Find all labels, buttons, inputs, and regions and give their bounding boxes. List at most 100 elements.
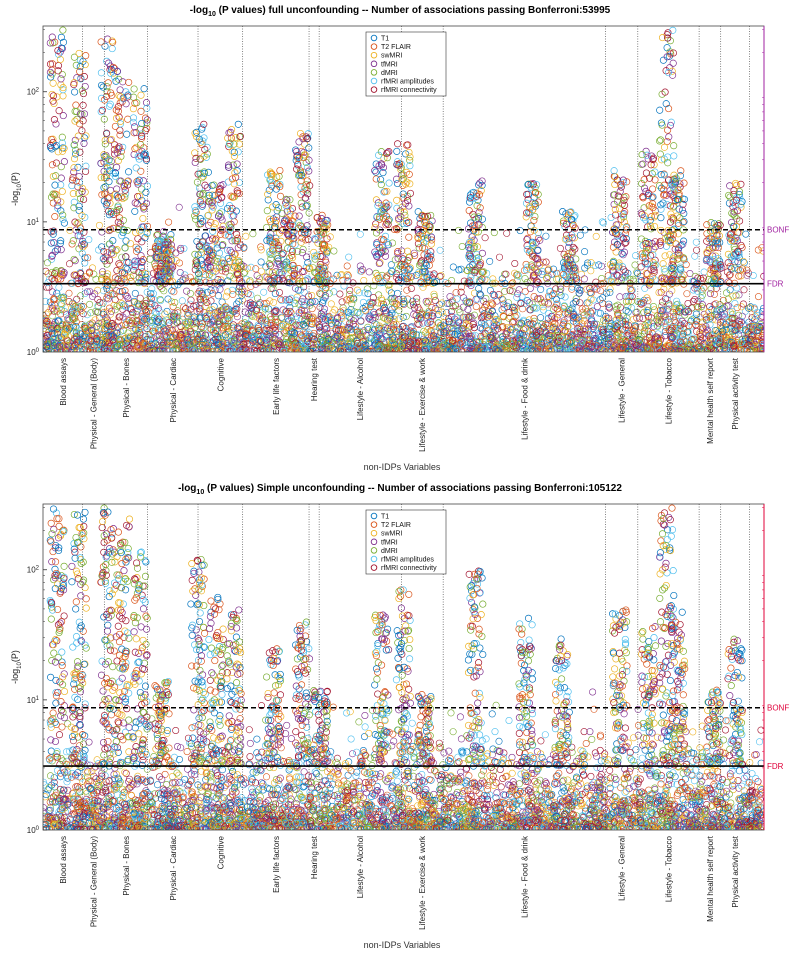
data-point <box>455 318 463 326</box>
data-point <box>49 190 57 198</box>
data-point <box>113 246 121 254</box>
data-point <box>119 313 127 321</box>
data-point <box>117 193 125 201</box>
data-point <box>203 183 211 192</box>
data-point <box>435 347 443 352</box>
data-point <box>178 315 186 323</box>
data-point <box>198 342 206 350</box>
data-point <box>611 321 619 329</box>
data-point <box>437 272 445 280</box>
data-point <box>449 303 457 311</box>
data-point <box>275 341 283 349</box>
data-point <box>137 324 145 332</box>
data-point <box>709 331 717 339</box>
data-point <box>317 333 325 341</box>
data-point <box>710 301 718 309</box>
data-point <box>200 134 208 142</box>
data-point <box>187 305 195 313</box>
data-point <box>193 178 201 186</box>
data-point <box>247 263 255 271</box>
data-point <box>143 104 151 112</box>
data-point <box>658 347 666 352</box>
data-point <box>255 301 263 309</box>
data-point <box>478 313 486 321</box>
data-point <box>494 318 502 326</box>
data-point <box>567 339 575 347</box>
data-point <box>58 321 66 329</box>
data-point <box>684 329 692 337</box>
data-point <box>489 290 497 298</box>
data-point <box>241 308 249 316</box>
data-point <box>357 317 365 325</box>
data-point <box>686 269 694 277</box>
data-point <box>255 336 263 344</box>
data-point <box>210 312 218 320</box>
data-point <box>264 347 272 352</box>
data-point <box>201 295 209 303</box>
data-point <box>692 310 700 318</box>
data-point <box>185 310 193 318</box>
data-point <box>98 228 106 236</box>
data-point <box>55 50 63 58</box>
data-point <box>694 303 702 311</box>
data-point <box>272 307 280 315</box>
data-point <box>314 343 322 351</box>
data-point <box>655 347 663 352</box>
data-point <box>77 347 84 352</box>
data-point <box>452 314 460 322</box>
data-point <box>684 299 692 307</box>
data-point <box>107 69 115 77</box>
data-point <box>506 324 514 332</box>
data-point <box>51 213 59 221</box>
data-point <box>388 322 396 330</box>
data-point <box>457 342 465 350</box>
data-point <box>544 300 552 308</box>
data-point <box>445 318 453 326</box>
data-point <box>142 99 151 107</box>
data-point <box>698 291 706 299</box>
data-point <box>490 292 498 300</box>
data-point <box>297 346 305 352</box>
data-point <box>616 314 624 322</box>
data-point <box>732 326 740 334</box>
data-point <box>564 310 572 318</box>
data-point <box>550 305 558 313</box>
data-point <box>47 228 55 236</box>
data-point <box>349 317 357 325</box>
data-point <box>418 309 426 317</box>
data-point <box>407 338 415 346</box>
data-point <box>643 294 651 302</box>
data-point <box>451 330 459 338</box>
data-point <box>173 339 181 347</box>
data-point <box>554 311 562 319</box>
data-point <box>375 313 383 321</box>
data-point <box>291 342 299 350</box>
data-point <box>364 323 372 331</box>
data-point <box>65 289 73 297</box>
data-point <box>70 141 78 149</box>
data-point <box>636 347 644 352</box>
data-point <box>78 212 86 220</box>
data-point <box>601 334 609 342</box>
data-point <box>83 311 91 319</box>
data-point <box>202 303 210 311</box>
data-point <box>113 266 121 275</box>
data-point <box>81 324 89 332</box>
data-point <box>374 346 382 352</box>
data-point <box>287 309 295 317</box>
data-point <box>437 322 445 330</box>
data-point <box>139 177 147 185</box>
data-point <box>533 295 541 303</box>
data-point <box>363 285 371 293</box>
data-point <box>215 316 223 324</box>
data-point <box>216 210 224 218</box>
data-point <box>59 215 67 224</box>
data-point <box>194 262 202 270</box>
data-point <box>327 300 335 308</box>
data-point <box>347 305 355 313</box>
data-point <box>376 347 384 352</box>
data-point <box>251 313 259 321</box>
data-point <box>652 333 660 341</box>
data-point <box>45 275 53 283</box>
data-point <box>241 332 249 340</box>
